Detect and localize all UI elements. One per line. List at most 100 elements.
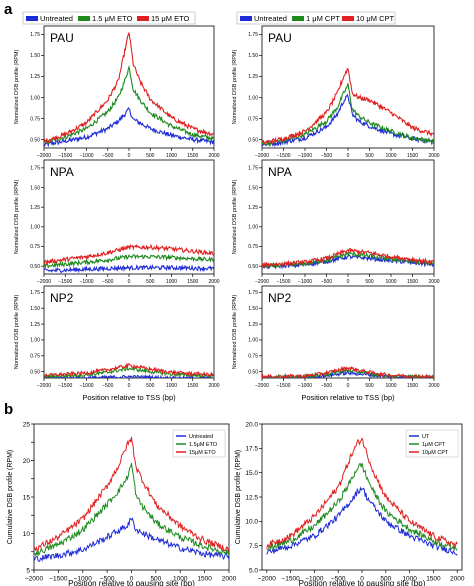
x-tick-label: 1500 xyxy=(426,576,441,583)
x-tick-label: −1000 xyxy=(79,153,93,159)
series-line xyxy=(44,362,214,378)
x-tick-label: 500 xyxy=(146,153,155,159)
series-line xyxy=(34,436,229,553)
x-tick-label: −500 xyxy=(331,576,346,583)
x-tick-label: −1000 xyxy=(298,383,312,389)
y-tick-label: 1.75 xyxy=(30,290,40,296)
x-tick-label: 0 xyxy=(128,153,131,159)
series-line xyxy=(44,374,214,378)
x-tick-label: −1500 xyxy=(58,383,72,389)
series-line xyxy=(266,462,458,552)
series-line xyxy=(262,67,434,146)
x-tick-label: −1000 xyxy=(305,576,324,583)
y-axis-label: Normalized DSB profile (RPM) xyxy=(14,180,20,255)
x-tick-label: 1500 xyxy=(197,576,212,583)
x-tick-label: 2000 xyxy=(450,576,465,583)
x-tick-label: −1500 xyxy=(49,576,68,583)
x-axis-label: Position relative to TSS (bp) xyxy=(301,393,395,402)
chart-7: −2000 −1500 −1000 −500 0 500 1000 1500 2000 5 10 15… xyxy=(7,421,237,586)
x-tick-label: −1500 xyxy=(58,279,72,285)
series-line xyxy=(34,517,229,562)
x-tick-label: −1000 xyxy=(74,576,93,583)
x-tick-label: −2000 xyxy=(255,153,269,159)
x-tick-label: −2000 xyxy=(258,576,277,583)
y-tick-label: 10 xyxy=(23,531,31,538)
series-line xyxy=(266,437,458,550)
legend-cpt_top: Untreated 1 μM CPT 10 μM CPT xyxy=(236,11,396,25)
x-tick-label: −1000 xyxy=(79,279,93,285)
x-tick-label: −500 xyxy=(102,153,113,159)
legend-label: 1 μM CPT xyxy=(306,14,340,23)
y-axis-label: Normalized DSB profile (RPM) xyxy=(232,180,238,255)
x-tick-label: −2000 xyxy=(37,383,51,389)
y-axis-label: Normalized DSB profile (RPM) xyxy=(14,50,20,125)
y-tick-label: 1.50 xyxy=(248,53,258,59)
legend-swatch xyxy=(342,16,354,21)
y-tick-label: 5.0 xyxy=(249,567,258,574)
x-tick-label: 1500 xyxy=(407,383,418,389)
legend-label: 15 μM ETO xyxy=(151,14,190,23)
x-tick-label: 2000 xyxy=(208,383,219,389)
y-tick-label: 5 xyxy=(26,567,30,574)
y-tick-label: 1.25 xyxy=(30,205,40,211)
y-tick-label: 0.50 xyxy=(248,369,258,375)
x-tick-label: 1500 xyxy=(407,279,418,285)
series-line xyxy=(44,64,214,145)
x-tick-label: 500 xyxy=(365,279,374,285)
y-tick-label: 0.75 xyxy=(30,244,40,250)
x-tick-label: 0 xyxy=(130,576,134,583)
y-tick-label: 0.50 xyxy=(30,264,40,270)
y-tick-label: 1.50 xyxy=(30,185,40,191)
legend-label: 10μM CPT xyxy=(422,450,449,456)
x-tick-label: 0 xyxy=(347,153,350,159)
legend-label: Untreated xyxy=(254,14,287,23)
y-tick-label: 1.00 xyxy=(30,225,40,231)
x-tick-label: 0 xyxy=(360,576,364,583)
x-tick-label: 500 xyxy=(146,279,155,285)
y-tick-label: 1.00 xyxy=(30,95,40,101)
y-tick-label: 1.50 xyxy=(30,53,40,59)
x-tick-label: 0 xyxy=(128,279,131,285)
x-axis-label: Position relative to TSS (bp) xyxy=(82,393,176,402)
x-tick-label: −1500 xyxy=(276,279,290,285)
y-tick-label: 20.0 xyxy=(245,421,258,428)
panel-label-a: a xyxy=(4,1,13,18)
y-tick-label: 0.75 xyxy=(30,116,40,122)
y-tick-label: 1.25 xyxy=(248,322,258,328)
x-tick-label: 2000 xyxy=(428,383,439,389)
chart-4: −2000 −1500 −1000 −500 0 500 1000 1500 2000 0.50 0… xyxy=(232,159,440,285)
x-axis-label: Position relative to pausing site (bp) xyxy=(68,579,195,586)
x-tick-label: −500 xyxy=(100,576,115,583)
x-tick-label: 2000 xyxy=(428,279,439,285)
chart-6: −2000 −1500 −1000 −500 0 500 1000 1500 2000 0.50 0… xyxy=(232,285,440,402)
x-tick-label: 1500 xyxy=(407,153,418,159)
chart-2: −2000 −1500 −1000 −500 0 500 1000 1500 2000 0.50 0… xyxy=(232,25,440,159)
y-tick-label: 1.75 xyxy=(248,166,258,172)
x-tick-label: 1000 xyxy=(166,279,177,285)
x-tick-label: 1500 xyxy=(187,153,198,159)
x-tick-label: 1000 xyxy=(385,383,396,389)
y-tick-label: 1.50 xyxy=(248,185,258,191)
series-line xyxy=(44,106,214,148)
y-tick-label: 1.75 xyxy=(30,32,40,38)
x-tick-label: −1500 xyxy=(276,383,290,389)
y-tick-label: 0.50 xyxy=(30,137,40,143)
x-tick-label: 0 xyxy=(128,383,131,389)
legend-label: Untreated xyxy=(40,14,73,23)
x-tick-label: −1000 xyxy=(298,279,312,285)
x-tick-label: 0 xyxy=(347,279,350,285)
y-tick-label: 15 xyxy=(23,494,31,501)
y-tick-label: 1.00 xyxy=(248,95,258,101)
series-line xyxy=(44,243,214,266)
inset-label: NP2 xyxy=(268,291,292,305)
x-tick-label: −1500 xyxy=(281,576,300,583)
legend-swatch xyxy=(292,16,304,21)
x-tick-label: −1500 xyxy=(276,153,290,159)
x-tick-label: 2000 xyxy=(208,153,219,159)
y-tick-label: 25 xyxy=(23,421,31,428)
x-tick-label: 1500 xyxy=(187,383,198,389)
y-tick-label: 7.5 xyxy=(249,543,258,550)
x-tick-label: 1000 xyxy=(166,383,177,389)
x-tick-label: 1500 xyxy=(187,279,198,285)
x-axis-label: Position relative to pausing site (bp) xyxy=(299,579,426,586)
